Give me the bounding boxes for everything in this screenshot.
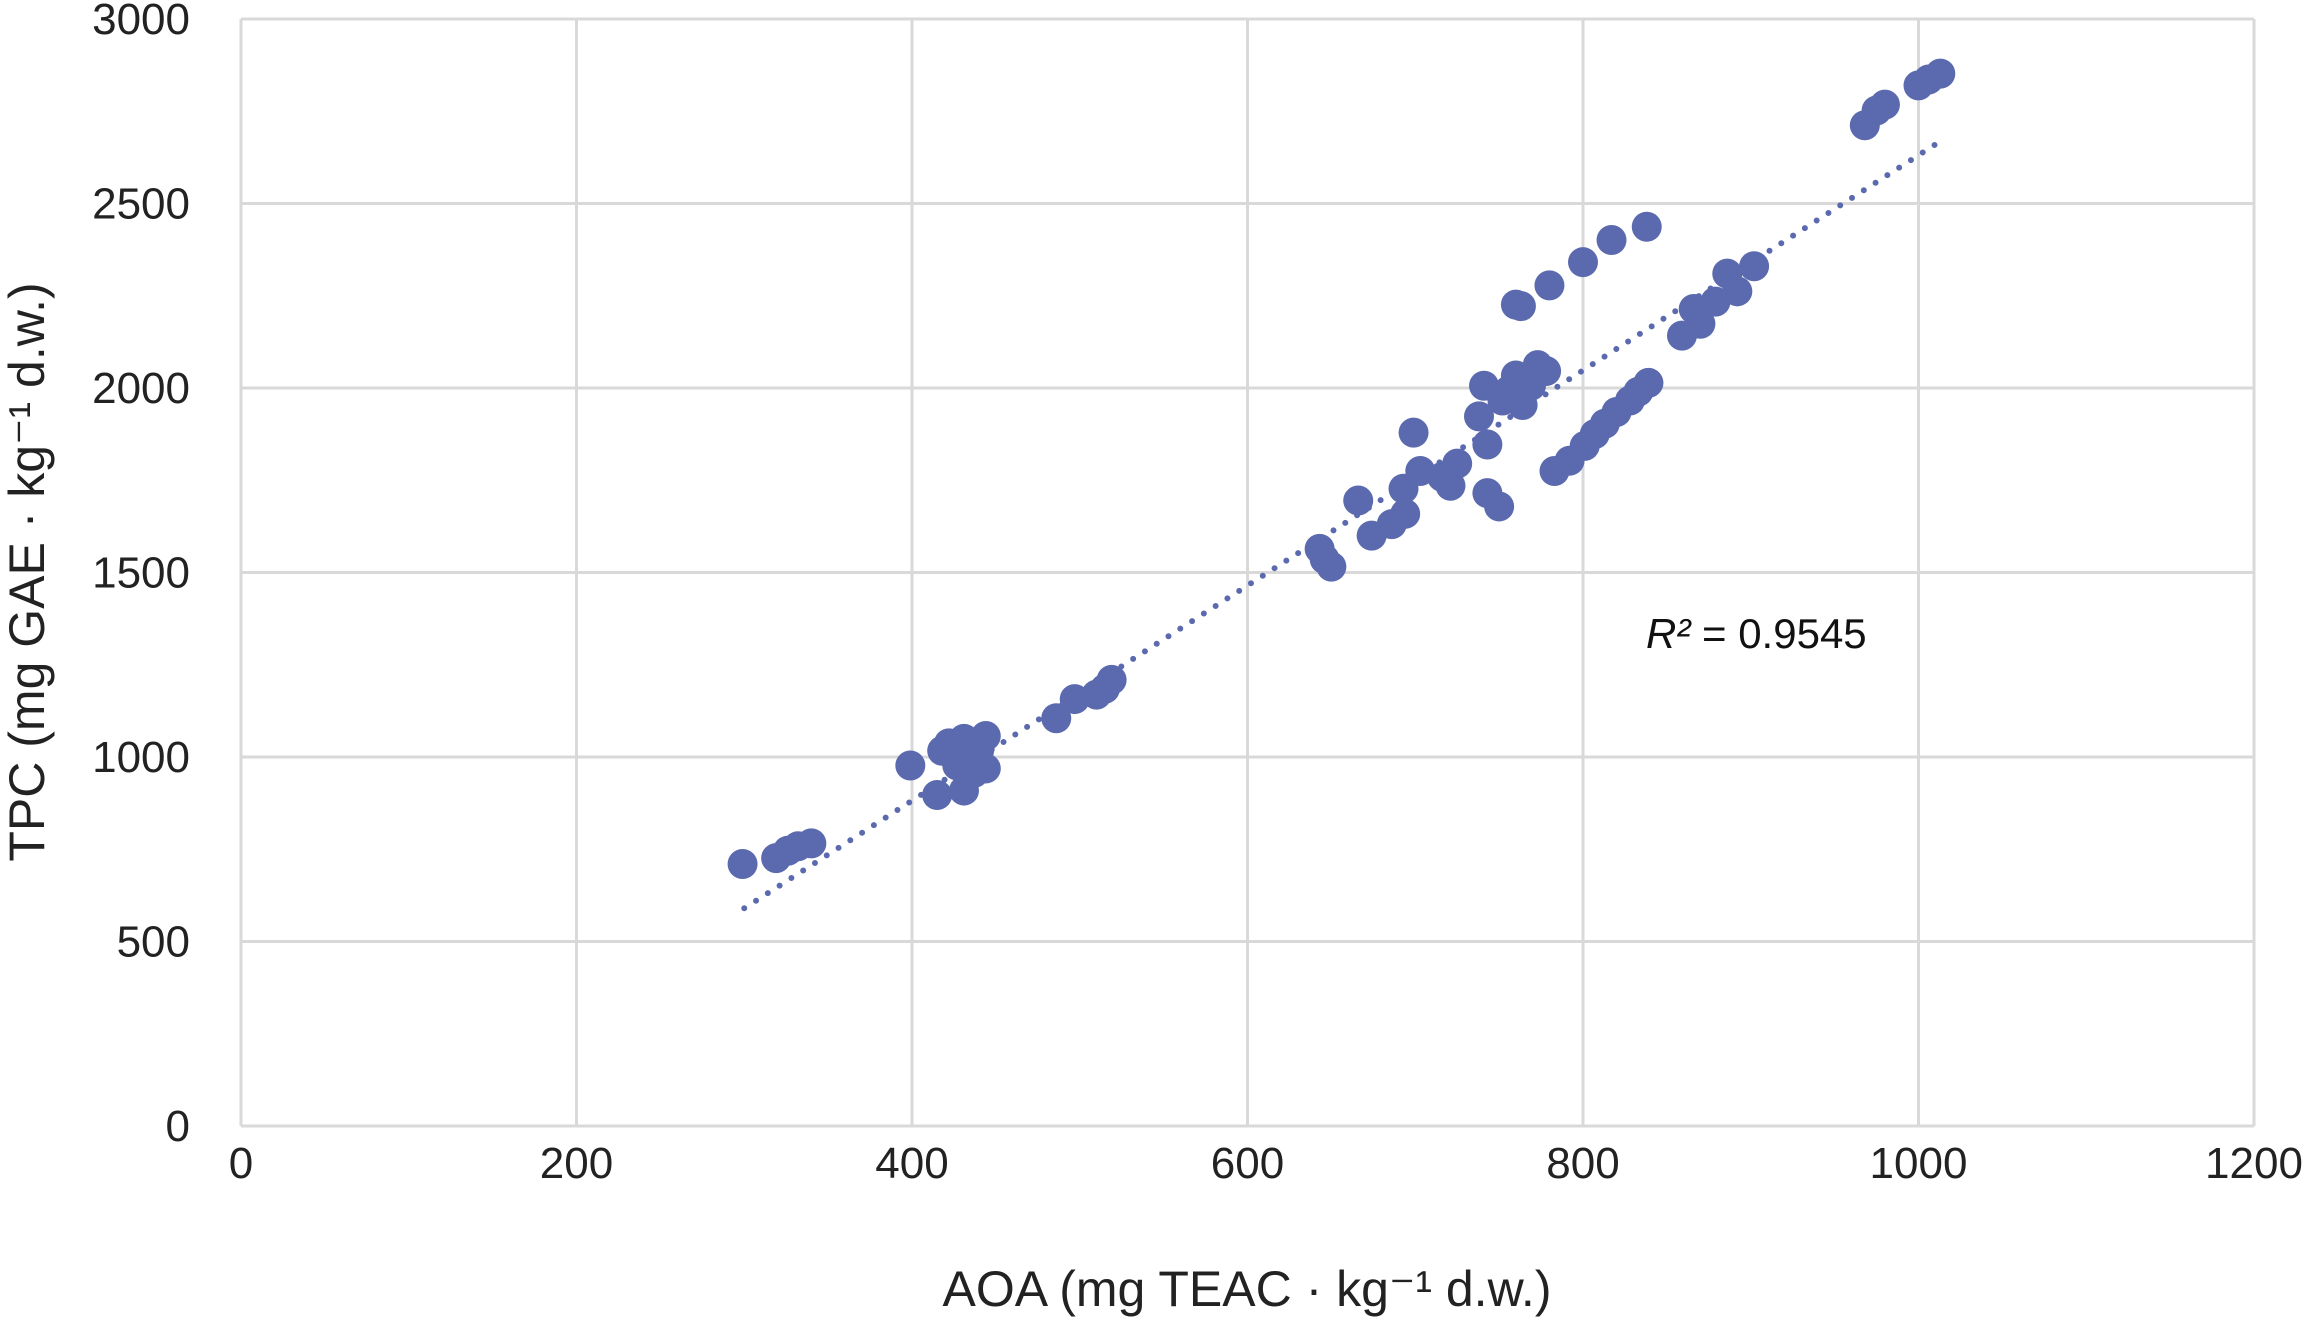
y-tick-label: 2500 <box>92 180 190 229</box>
y-tick-label: 500 <box>117 918 190 967</box>
data-point <box>1722 276 1753 307</box>
data-point <box>1869 89 1900 120</box>
data-point <box>727 849 758 880</box>
x-tick-label: 600 <box>1211 1139 1284 1188</box>
r-squared-value: = 0.9545 <box>1690 610 1866 657</box>
data-point <box>942 750 973 781</box>
data-points <box>727 58 1956 880</box>
data-point <box>1089 673 1120 704</box>
x-tick-label: 200 <box>540 1139 613 1188</box>
data-point <box>1685 308 1716 339</box>
data-point <box>1343 485 1374 516</box>
data-point <box>1484 491 1515 522</box>
data-point <box>1390 498 1421 529</box>
y-tick-label: 1500 <box>92 549 190 598</box>
trendline <box>741 141 1939 912</box>
data-point <box>1463 401 1494 432</box>
x-tick-label: 400 <box>875 1139 948 1188</box>
r-squared-symbol: R² <box>1646 610 1692 657</box>
data-point <box>895 750 926 781</box>
data-point <box>970 753 1001 784</box>
x-tick-label: 0 <box>229 1139 253 1188</box>
r-squared-annotation: R² = 0.9545 <box>1646 610 1867 657</box>
y-tick-label: 0 <box>166 1102 190 1151</box>
gridlines <box>239 17 2256 1128</box>
data-point <box>1925 58 1956 89</box>
x-tick-labels: 0 200 400 600 800 1000 1200 <box>229 1139 2303 1188</box>
data-point <box>1534 270 1565 301</box>
data-point <box>1505 291 1536 322</box>
data-point <box>1398 417 1429 448</box>
data-point <box>1631 211 1662 242</box>
y-tick-label: 2000 <box>92 364 190 413</box>
y-tick-label: 3000 <box>92 0 190 44</box>
data-point <box>1633 367 1664 398</box>
data-point <box>1568 247 1598 278</box>
data-point <box>1507 389 1538 420</box>
data-point <box>922 780 953 811</box>
data-point <box>1472 429 1503 460</box>
data-point <box>1531 356 1562 387</box>
y-tick-label: 1000 <box>92 733 190 782</box>
data-point <box>796 828 827 859</box>
trendline-path <box>741 141 1939 912</box>
x-tick-label: 800 <box>1546 1139 1619 1188</box>
data-point <box>970 720 1001 751</box>
data-point <box>1316 551 1347 582</box>
y-tick-labels: 0 500 1000 1500 2000 2500 3000 <box>92 0 190 1151</box>
data-point <box>1442 448 1473 479</box>
x-axis-label: AOA (mg TEAC · kg⁻¹ d.w.) <box>943 1261 1552 1317</box>
data-point <box>1596 225 1627 256</box>
x-tick-label: 1000 <box>1870 1139 1968 1188</box>
y-axis-label: TPC (mg GAE · kg⁻¹ d.w.) <box>0 282 55 861</box>
data-point <box>1739 251 1770 282</box>
x-tick-label: 1200 <box>2205 1139 2303 1188</box>
